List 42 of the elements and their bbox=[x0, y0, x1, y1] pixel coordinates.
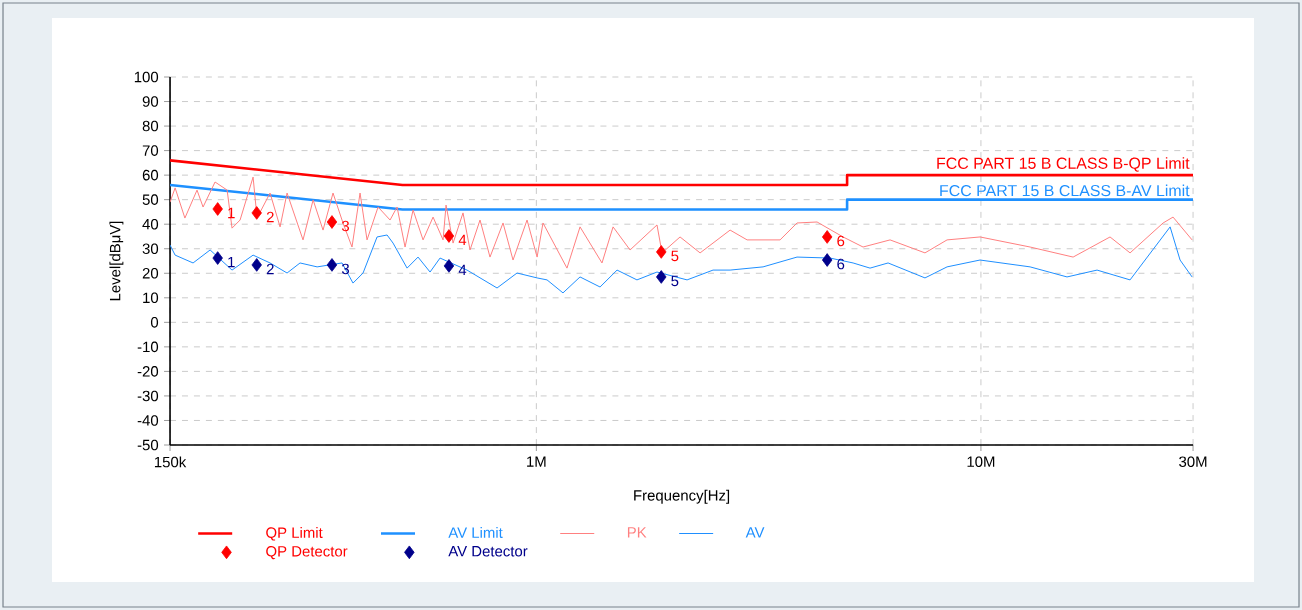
annotation: 2 bbox=[266, 211, 274, 223]
x-tick-label: 1M bbox=[527, 456, 546, 467]
y-tick-label: 70 bbox=[142, 145, 159, 156]
y-tick-label: 20 bbox=[142, 267, 159, 279]
y-tick-label: -40 bbox=[137, 415, 159, 426]
annotation: 1 bbox=[228, 256, 235, 268]
annotation: 6 bbox=[837, 235, 845, 247]
y-tick-label: -10 bbox=[137, 341, 159, 353]
legend-label: PK bbox=[627, 527, 647, 538]
y-tick-label: 0 bbox=[150, 317, 159, 328]
legend-label: QP Limit bbox=[266, 526, 323, 541]
annotation: 2 bbox=[266, 263, 274, 275]
x-tick-label: 150k bbox=[154, 456, 187, 468]
y-tick-label: 40 bbox=[142, 218, 159, 230]
y-tick-label: 10 bbox=[143, 292, 159, 304]
annotation: 1 bbox=[228, 207, 235, 219]
annotation: 4 bbox=[458, 234, 467, 246]
annotation: 4 bbox=[458, 264, 467, 276]
annotation: 5 bbox=[671, 275, 679, 287]
legend-label: AV Detector bbox=[448, 546, 528, 557]
x-tick-label: 30M bbox=[1179, 456, 1207, 467]
y-tick-label: 90 bbox=[142, 96, 159, 107]
x-axis-title: Frequency[Hz] bbox=[634, 489, 730, 504]
y-axis-title: Level[dBμV] bbox=[109, 221, 124, 301]
y-tick-label: 100 bbox=[134, 71, 159, 83]
legend-label: AV Limit bbox=[448, 526, 503, 538]
y-tick-label: -50 bbox=[137, 439, 159, 451]
y-tick-label: -30 bbox=[137, 390, 159, 402]
annotation: FCC PART 15 B CLASS B-AV Limit bbox=[940, 184, 1190, 197]
annotation: FCC PART 15 B CLASS B-QP Limit bbox=[937, 157, 1190, 172]
annotation: 3 bbox=[341, 220, 350, 232]
y-tick-label: -20 bbox=[137, 366, 159, 377]
y-tick-label: 60 bbox=[142, 169, 159, 181]
legend-label: AV bbox=[745, 527, 765, 538]
annotation: 6 bbox=[837, 258, 845, 270]
y-tick-label: 80 bbox=[142, 120, 159, 132]
y-tick-label: 30 bbox=[142, 243, 159, 255]
x-tick-label: 10M bbox=[967, 456, 995, 467]
annotation: 3 bbox=[341, 263, 350, 275]
legend-label: QP Detector bbox=[266, 546, 348, 560]
y-tick-label: 50 bbox=[142, 194, 159, 205]
annotation: 5 bbox=[671, 250, 679, 262]
